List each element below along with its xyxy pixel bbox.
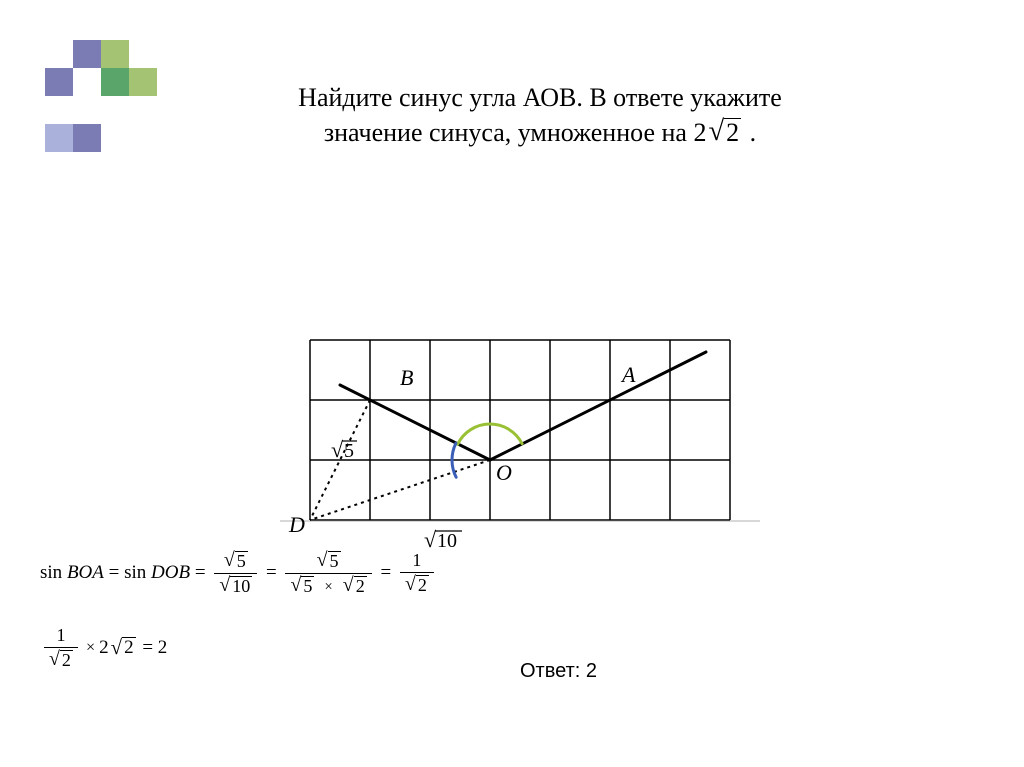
mult-coeff: 2 xyxy=(693,115,706,150)
sqrt-icon: √2 xyxy=(111,637,136,659)
title-line1: Найдите синус угла АОВ. В ответе укажите xyxy=(298,83,782,112)
fraction-1: √5 √10 xyxy=(214,550,257,597)
frac2-num: 5 xyxy=(328,551,341,572)
step2-sqrt: 2 xyxy=(122,637,136,659)
step2-coeff: 2 xyxy=(99,637,109,659)
answer-text: Ответ: 2 xyxy=(520,660,597,683)
fraction-3: 1 √2 xyxy=(400,550,434,596)
svg-text:A: A xyxy=(620,362,636,387)
title-multiplier: 2 √2 xyxy=(693,115,743,150)
frac1-den: 10 xyxy=(230,576,252,597)
svg-text:O: O xyxy=(496,460,512,485)
frac3-num: 1 xyxy=(409,550,424,572)
solution-step-1: sin BOA = sin DOB = √5 √10 = √5 √5 × √2 … xyxy=(40,550,438,597)
solution-step-2: 1 √2 × 2 √2 = 2 xyxy=(40,625,167,671)
step2-fraction: 1 √2 xyxy=(44,625,78,671)
step2-num: 1 xyxy=(53,625,68,647)
angle-boa: BOA xyxy=(67,562,104,584)
title-line2-pre: значение синуса, умноженное на xyxy=(324,118,694,147)
mult-sqrt: 2 xyxy=(724,118,741,148)
step2-result: 2 xyxy=(158,637,168,659)
geometry-diagram: OABD√5√10 xyxy=(290,260,770,565)
answer-label: Ответ: xyxy=(520,660,580,682)
sin-text: sin xyxy=(124,562,146,584)
answer-value: 2 xyxy=(586,660,597,682)
sqrt-icon: √2 xyxy=(708,118,741,148)
sin-text: sin xyxy=(40,562,62,584)
title-line2-post: . xyxy=(750,118,757,147)
frac3-den: 2 xyxy=(416,575,429,596)
svg-text:5: 5 xyxy=(344,440,354,462)
angle-dob: DOB xyxy=(151,562,190,584)
frac2-den-a: 5 xyxy=(301,576,314,597)
frac2-den-b: 2 xyxy=(354,576,367,597)
svg-text:D: D xyxy=(288,512,305,537)
step2-den: 2 xyxy=(60,650,73,671)
problem-title: Найдите синус угла АОВ. В ответе укажите… xyxy=(200,80,880,150)
frac1-num: 5 xyxy=(235,551,248,572)
svg-text:10: 10 xyxy=(437,530,457,552)
svg-text:B: B xyxy=(400,365,413,390)
fraction-2: √5 √5 × √2 xyxy=(285,550,371,597)
